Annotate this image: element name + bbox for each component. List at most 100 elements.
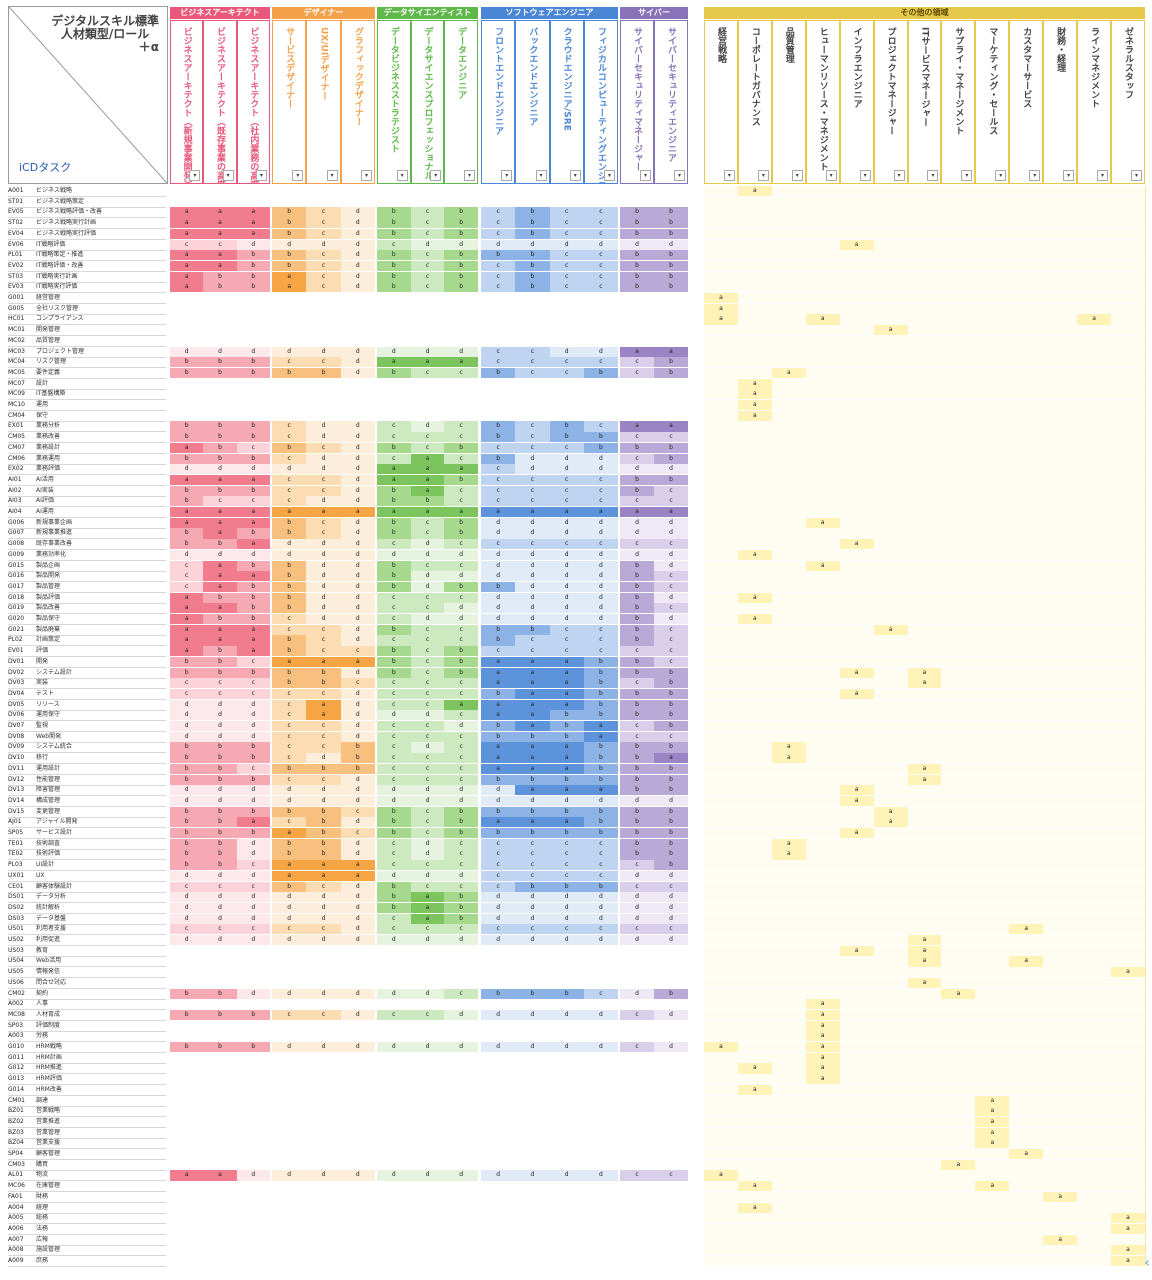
matrix-cell [873,913,909,924]
role-header[interactable]: データエンジニア ▾ [444,20,478,184]
filter-dropdown-icon[interactable]: ▾ [501,170,513,181]
matrix-cell [444,1160,478,1170]
filter-dropdown-icon[interactable]: ▾ [1130,170,1142,181]
role-header[interactable]: マーケティング・セールス ▾ [975,20,1010,184]
role-header[interactable]: サイバーセキュリティマネージャー ▾ [620,20,654,184]
matrix-cell [907,367,943,379]
filter-dropdown-icon[interactable]: ▾ [927,170,939,181]
matrix-cell: b [620,774,654,785]
matrix-cell [341,411,375,421]
matrix-cell [1043,881,1079,892]
role-header[interactable]: ビジネスアーキテクト（既存事業の高度化） ▾ [203,20,237,184]
role-header[interactable]: コーポレートガバナンス ▾ [737,20,772,184]
matrix-cell: c [377,763,411,774]
filter-dropdown-icon[interactable]: ▾ [255,170,267,181]
filter-dropdown-icon[interactable]: ▾ [430,170,442,181]
role-header[interactable]: ラインマネジメント ▾ [1077,20,1112,184]
matrix-cell [975,731,1011,742]
filter-dropdown-icon[interactable]: ▾ [791,170,803,181]
filter-dropdown-icon[interactable]: ▾ [995,170,1007,181]
matrix-cell: d [654,464,688,475]
filter-dropdown-icon[interactable]: ▾ [1029,170,1041,181]
role-header[interactable]: フィジカルコンピューティングエンジニア ▾ [583,20,618,184]
role-header[interactable]: グラフィックデザイナー ▾ [340,20,375,184]
matrix-cell [839,186,875,197]
filter-dropdown-icon[interactable]: ▾ [757,170,769,181]
role-header[interactable]: データビジネスストラテジスト ▾ [377,20,411,184]
filter-dropdown-icon[interactable]: ▾ [292,170,304,181]
matrix-cell [873,1138,909,1149]
matrix-cell [1009,678,1045,689]
matrix-cell [771,795,807,807]
matrix-cell [873,1042,909,1053]
scroll-arrow-icon[interactable]: ‹ [1144,1255,1150,1271]
matrix-cell: c [481,860,516,871]
filter-dropdown-icon[interactable]: ▾ [859,170,871,181]
filter-dropdown-icon[interactable]: ▾ [396,170,408,181]
matrix-cell: d [236,239,270,250]
filter-dropdown-icon[interactable]: ▾ [674,170,685,181]
role-header[interactable]: ゼネラルスタッフ ▾ [1111,20,1145,184]
matrix-cell: c [481,474,516,486]
matrix-cell: c [620,721,654,732]
role-header[interactable]: ヒューマンリソース・マネジメント ▾ [805,20,840,184]
filter-dropdown-icon[interactable]: ▾ [604,170,615,181]
filter-dropdown-icon[interactable]: ▾ [326,170,338,181]
matrix-cell: a [1111,1256,1146,1267]
matrix-cell: c [306,474,341,486]
matrix-cell [737,346,773,357]
matrix-cell: d [340,357,375,368]
filter-dropdown-icon[interactable]: ▾ [640,170,651,181]
filter-dropdown-icon[interactable]: ▾ [535,170,547,181]
filter-dropdown-icon[interactable]: ▾ [1097,170,1109,181]
role-header[interactable]: 経営戦略 ▾ [704,20,738,184]
filter-dropdown-icon[interactable]: ▾ [360,170,372,181]
filter-dropdown-icon[interactable]: ▾ [961,170,973,181]
role-header[interactable]: カスタマーサービス ▾ [1009,20,1044,184]
matrix-cell: d [444,935,478,946]
role-header[interactable]: 財務・経理 ▾ [1043,20,1078,184]
role-header[interactable]: サプライ・マネージメント ▾ [941,20,976,184]
task-label: プロジェクト管理 [36,347,85,355]
role-header[interactable]: プロジェクトマネージャー ▾ [873,20,908,184]
role-header[interactable]: ビジネスアーキテクト（新規事業開発） ▾ [170,20,204,184]
role-header[interactable]: サイバーセキュリティエンジニア ▾ [654,20,688,184]
matrix-cell [737,1191,773,1202]
role-header[interactable]: UX/UIデザイナー ▾ [306,20,341,184]
matrix-cell: c [377,742,411,753]
matrix-cell [704,474,739,486]
matrix-cell: b [654,988,688,999]
filter-dropdown-icon[interactable]: ▾ [222,170,234,181]
role-header[interactable]: 品質管理 ▾ [771,20,806,184]
matrix-cell [941,945,977,956]
role-header[interactable]: ITサービスマネージャー ▾ [907,20,942,184]
filter-dropdown-icon[interactable]: ▾ [189,170,201,181]
matrix-cell: b [444,228,478,239]
matrix-cell: a [410,357,445,368]
group-header-5: その他の領域 [704,7,1145,19]
role-header[interactable]: フロントエンドエンジニア ▾ [481,20,516,184]
filter-dropdown-icon[interactable]: ▾ [893,170,905,181]
role-header[interactable]: クラウドエンジニア/SRE ▾ [549,20,584,184]
role-header[interactable]: ビジネスアーキテクト（社内業務の高度化・効率化） ▾ [236,20,270,184]
role-header[interactable]: バックエンドエンジニア ▾ [515,20,550,184]
filter-dropdown-icon[interactable]: ▾ [825,170,837,181]
filter-dropdown-icon[interactable]: ▾ [569,170,581,181]
matrix-cell: b [620,603,654,614]
filter-dropdown-icon[interactable]: ▾ [723,170,735,181]
matrix-cell [771,271,807,282]
matrix-cell: d [203,710,237,721]
role-header[interactable]: インフラエンジニア ▾ [839,20,874,184]
filter-dropdown-icon[interactable]: ▾ [463,170,475,181]
matrix-cell: d [549,603,584,614]
task-row: MC07 設計 [8,379,166,390]
matrix-cell: d [444,1170,478,1181]
matrix-cell: d [170,870,204,881]
matrix-cell [907,303,943,314]
role-header[interactable]: データサイエンスプロフェッショナル ▾ [410,20,445,184]
filter-dropdown-icon[interactable]: ▾ [1063,170,1075,181]
matrix-cell: d [272,988,307,999]
role-header[interactable]: サービスデザイナー ▾ [272,20,307,184]
matrix-cell: d [481,892,516,903]
matrix-cell [515,1063,549,1073]
